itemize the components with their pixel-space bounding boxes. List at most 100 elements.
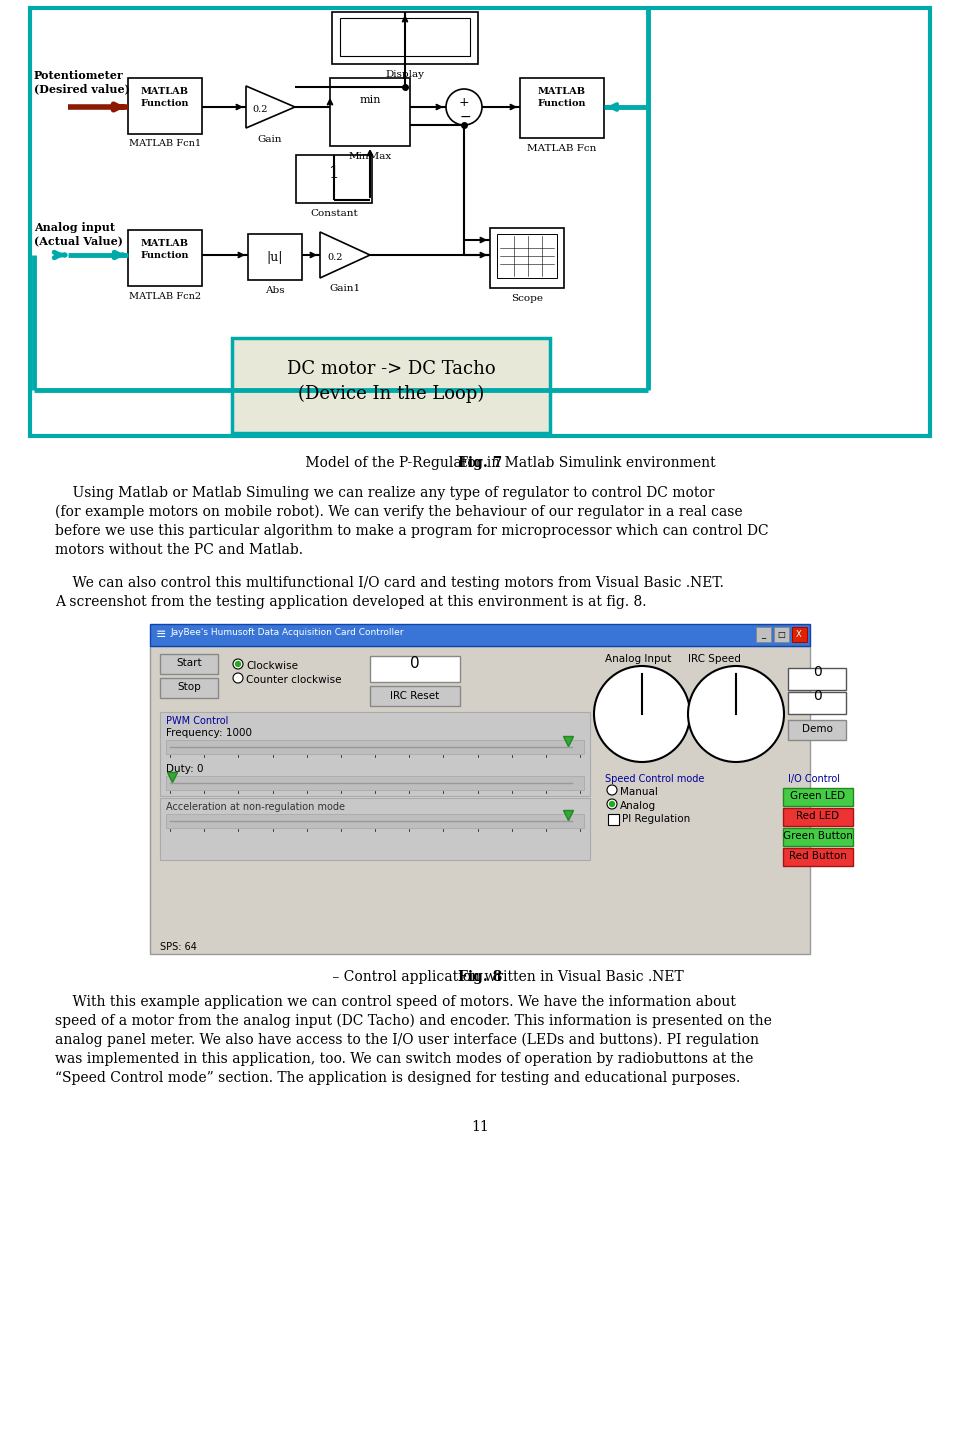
Bar [497, 234, 557, 278]
Bar [783, 828, 853, 846]
Text: X: X [796, 631, 802, 639]
Text: Constant: Constant [310, 209, 358, 218]
Bar [783, 788, 853, 806]
Text: SPS: 64: SPS: 64 [160, 942, 197, 952]
Text: Stop: Stop [178, 681, 201, 692]
Text: Demo: Demo [802, 724, 832, 734]
Text: Function: Function [141, 99, 189, 108]
Text: Function: Function [141, 251, 189, 260]
Text: _: _ [761, 631, 765, 639]
Text: Gain: Gain [257, 135, 282, 144]
Polygon shape [320, 232, 370, 278]
Polygon shape [246, 86, 295, 128]
Text: 0.2: 0.2 [327, 253, 343, 262]
Text: IRC Reset: IRC Reset [391, 692, 440, 700]
Text: Red Button: Red Button [789, 851, 847, 862]
Text: motors without the PC and Matlab.: motors without the PC and Matlab. [55, 543, 303, 556]
Text: – Control application written in Visual Basic .NET: – Control application written in Visual … [328, 971, 684, 984]
Text: Function: Function [538, 99, 587, 108]
Text: Red LED: Red LED [797, 811, 840, 821]
Text: We can also control this multifunctional I/O card and testing motors from Visual: We can also control this multifunctional… [55, 575, 724, 590]
Bar [296, 155, 372, 203]
Bar [783, 849, 853, 866]
Text: 0: 0 [812, 689, 822, 703]
Text: A screenshot from the testing application developed at this environment is at fi: A screenshot from the testing applicatio… [55, 594, 646, 609]
Circle shape [610, 802, 614, 806]
Bar [160, 654, 218, 674]
Circle shape [594, 665, 690, 761]
Text: Start: Start [177, 658, 202, 668]
Text: 11: 11 [471, 1120, 489, 1133]
Text: I/O Control: I/O Control [788, 774, 840, 785]
Text: Green LED: Green LED [790, 790, 846, 801]
Text: Analog Input: Analog Input [605, 654, 671, 664]
Text: Fig. 8: Fig. 8 [458, 971, 502, 984]
Text: Scope: Scope [511, 294, 543, 304]
Text: Counter clockwise: Counter clockwise [246, 676, 342, 684]
Bar [520, 78, 604, 138]
Text: |u|: |u| [267, 250, 283, 263]
Bar [166, 776, 584, 790]
Bar [788, 721, 846, 740]
Text: JayBee's Humusoft Data Acquisition Card Controller: JayBee's Humusoft Data Acquisition Card … [170, 628, 403, 636]
Text: □: □ [777, 631, 785, 639]
Text: MATLAB Fcn2: MATLAB Fcn2 [129, 292, 201, 301]
Circle shape [446, 89, 482, 125]
Text: Speed Control mode: Speed Control mode [605, 774, 705, 785]
Text: PI Regulation: PI Regulation [622, 814, 690, 824]
Text: −: − [459, 110, 470, 124]
Text: MinMax: MinMax [348, 153, 392, 161]
Bar [490, 228, 564, 288]
Circle shape [233, 673, 243, 683]
Bar [788, 668, 846, 690]
Text: Clockwise: Clockwise [246, 661, 298, 671]
Bar [160, 798, 590, 860]
Text: MATLAB Fcn: MATLAB Fcn [527, 144, 597, 153]
Bar [128, 230, 202, 286]
Circle shape [688, 665, 784, 761]
Bar [792, 628, 807, 642]
Text: “Speed Control mode” section. The application is designed for testing and educat: “Speed Control mode” section. The applic… [55, 1071, 740, 1085]
Text: Acceleration at non-regulation mode: Acceleration at non-regulation mode [166, 802, 345, 812]
Text: Manual: Manual [620, 788, 658, 798]
Bar [150, 623, 810, 647]
Circle shape [607, 799, 617, 809]
Text: Abs: Abs [265, 286, 285, 295]
Text: (for example motors on mobile robot). We can verify the behaviour of our regulat: (for example motors on mobile robot). We… [55, 506, 743, 519]
Text: Using Matlab or Matlab Simuling we can realize any type of regulator to control : Using Matlab or Matlab Simuling we can r… [55, 485, 714, 500]
Bar [160, 712, 590, 796]
Circle shape [233, 660, 243, 668]
Bar [783, 808, 853, 825]
Bar [332, 12, 478, 64]
Text: analog panel meter. We also have access to the I/O user interface (LEDs and butt: analog panel meter. We also have access … [55, 1033, 759, 1048]
Text: +: + [459, 96, 469, 109]
Text: DC motor -> DC Tacho: DC motor -> DC Tacho [287, 360, 495, 378]
Text: Analog: Analog [620, 801, 656, 811]
Text: speed of a motor from the analog input (DC Tacho) and encoder. This information : speed of a motor from the analog input (… [55, 1014, 772, 1029]
Bar [756, 628, 771, 642]
Text: Potentiometer
(Desired value): Potentiometer (Desired value) [34, 70, 130, 94]
Text: Fig. 7: Fig. 7 [458, 456, 502, 469]
Bar [788, 692, 846, 713]
Text: 0.2: 0.2 [252, 105, 268, 113]
Text: MATLAB: MATLAB [538, 87, 586, 96]
Text: MATLAB Fcn1: MATLAB Fcn1 [129, 139, 201, 148]
Bar [774, 628, 789, 642]
Text: was implemented in this application, too. We can switch modes of operation by ra: was implemented in this application, too… [55, 1052, 754, 1067]
Text: Analog input
(Actual Value): Analog input (Actual Value) [34, 222, 123, 246]
Bar [330, 78, 410, 145]
Bar [30, 9, 930, 436]
Text: PWM Control: PWM Control [166, 716, 228, 726]
Text: 0: 0 [410, 657, 420, 671]
Bar [370, 686, 460, 706]
Text: 1: 1 [328, 166, 339, 182]
Text: With this example application we can control speed of motors. We have the inform: With this example application we can con… [55, 995, 736, 1008]
Bar [370, 655, 460, 681]
Text: ≡: ≡ [156, 628, 166, 641]
Bar [128, 78, 202, 134]
Text: min: min [359, 94, 381, 105]
Text: Frequency: 1000: Frequency: 1000 [166, 728, 252, 738]
Text: Duty: 0: Duty: 0 [166, 764, 204, 774]
Bar [248, 234, 302, 280]
Circle shape [607, 785, 617, 795]
